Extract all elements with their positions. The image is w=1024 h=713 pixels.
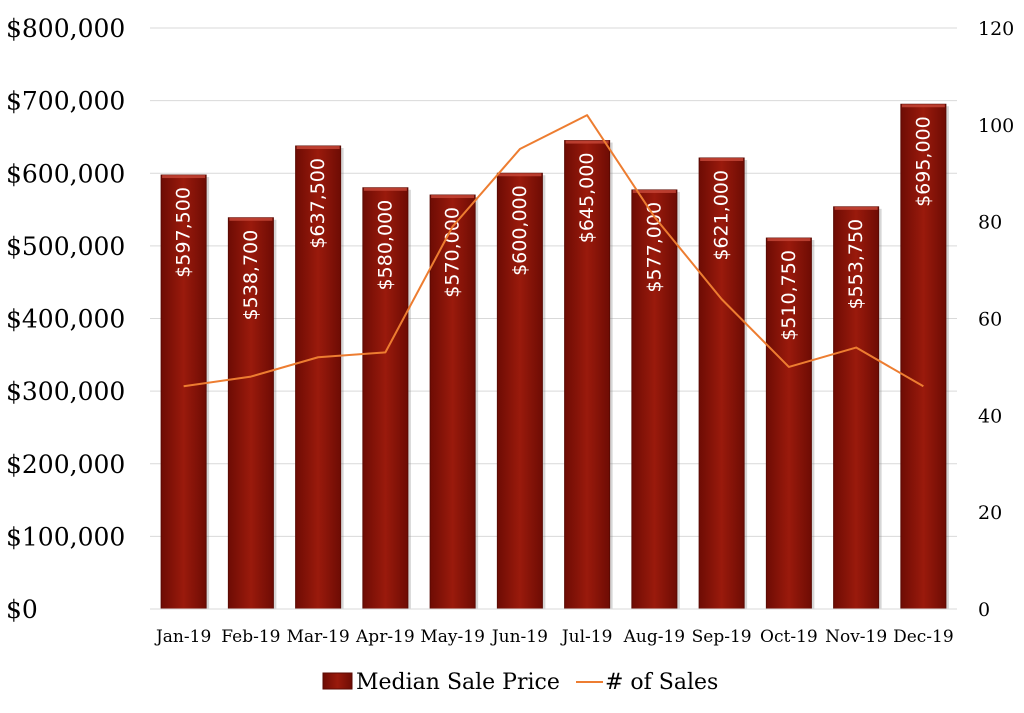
- bar-top-highlight: [700, 157, 744, 161]
- bar: [564, 140, 611, 610]
- bar: [362, 187, 409, 610]
- data-labels: $597,500 $538,700 $637,500 $580,000 $570,000…: [173, 116, 935, 340]
- bar: [295, 145, 342, 610]
- bar: [429, 194, 476, 610]
- bar-top-highlight: [296, 146, 340, 150]
- bar: [160, 174, 207, 610]
- bar: [765, 237, 812, 610]
- bar-top-highlight: [767, 238, 811, 242]
- x-tick-label: Apr-19: [355, 627, 415, 647]
- y-left-tick-label: $500,000: [6, 232, 125, 261]
- legend-label-bar: Median Sale Price: [356, 670, 560, 695]
- bar-data-label: $510,750: [778, 250, 800, 341]
- y-right-tick-label: 60: [978, 309, 1002, 331]
- x-tick-label: Mar-19: [287, 627, 350, 647]
- y-left-tick-label: $800,000: [6, 14, 125, 43]
- bar-data-label: $538,700: [240, 230, 262, 321]
- bar-top-highlight: [363, 187, 407, 191]
- line-series: [183, 114, 924, 388]
- bar: [631, 189, 678, 610]
- y-left-tick-label: $200,000: [6, 450, 125, 479]
- bar-data-label: $621,000: [711, 170, 733, 261]
- y-right-tick-label: 40: [978, 405, 1002, 427]
- y-right-tick-label: 120: [978, 18, 1014, 40]
- y-left-tick-label: $0: [6, 595, 38, 624]
- x-tick-label: Nov-19: [825, 627, 887, 647]
- legend-label-line: # of Sales: [605, 670, 718, 695]
- bar-data-label: $570,000: [442, 207, 464, 298]
- bar: [227, 217, 274, 610]
- x-tick-label: Jan-19: [154, 627, 211, 647]
- y-right-tick-label: 80: [978, 212, 1002, 234]
- bar-data-label: $580,000: [374, 200, 396, 291]
- y-left-tick-label: $300,000: [6, 377, 125, 406]
- x-tick-label: Sep-19: [692, 627, 752, 647]
- x-tick-label: Oct-19: [760, 627, 818, 647]
- bar-top-highlight: [632, 189, 676, 193]
- sales-line: [183, 114, 924, 388]
- y-left-tick-label: $600,000: [6, 159, 125, 188]
- bar: [900, 103, 947, 610]
- bar: [833, 206, 880, 610]
- bar-top-highlight: [834, 206, 878, 210]
- bar-top-highlight: [229, 217, 273, 221]
- legend-swatch-bar: [322, 672, 353, 690]
- axes: $0 $100,000 $200,000 $300,000 $400,000 $500,0…: [6, 14, 1014, 647]
- x-tick-label: Dec-19: [893, 627, 954, 647]
- bar-top-highlight: [901, 104, 945, 108]
- legend: Median Sale Price # of Sales: [322, 670, 718, 695]
- x-tick-label: May-19: [420, 627, 485, 647]
- y-right-tick-label: 0: [978, 599, 990, 621]
- gridlines: [150, 27, 957, 537]
- x-tick-label: Jul-19: [560, 627, 613, 647]
- bar-data-label: $597,500: [173, 187, 195, 278]
- bar: [698, 157, 745, 610]
- bar-data-label: $695,000: [912, 116, 934, 207]
- x-tick-label: Jun-19: [490, 627, 548, 647]
- y-left-tick-label: $400,000: [6, 305, 125, 334]
- y-left-tick-label: $700,000: [6, 87, 125, 116]
- x-tick-label: Feb-19: [221, 627, 280, 647]
- bar-data-label: $553,750: [845, 219, 867, 310]
- bar: [496, 172, 543, 610]
- bar-top-highlight: [162, 175, 206, 179]
- y-left-tick-label: $100,000: [6, 522, 125, 551]
- x-tick-label: Aug-19: [623, 627, 685, 647]
- bar-top-highlight: [498, 173, 542, 177]
- bar-data-label: $637,500: [307, 158, 329, 249]
- bar-top-highlight: [431, 195, 475, 199]
- bar-series: [160, 103, 949, 610]
- bar-data-label: $645,000: [576, 153, 598, 244]
- bar-data-label: $600,000: [509, 185, 531, 276]
- y-right-tick-label: 20: [978, 502, 1002, 524]
- bar-top-highlight: [565, 140, 609, 144]
- y-right-tick-label: 100: [978, 115, 1014, 137]
